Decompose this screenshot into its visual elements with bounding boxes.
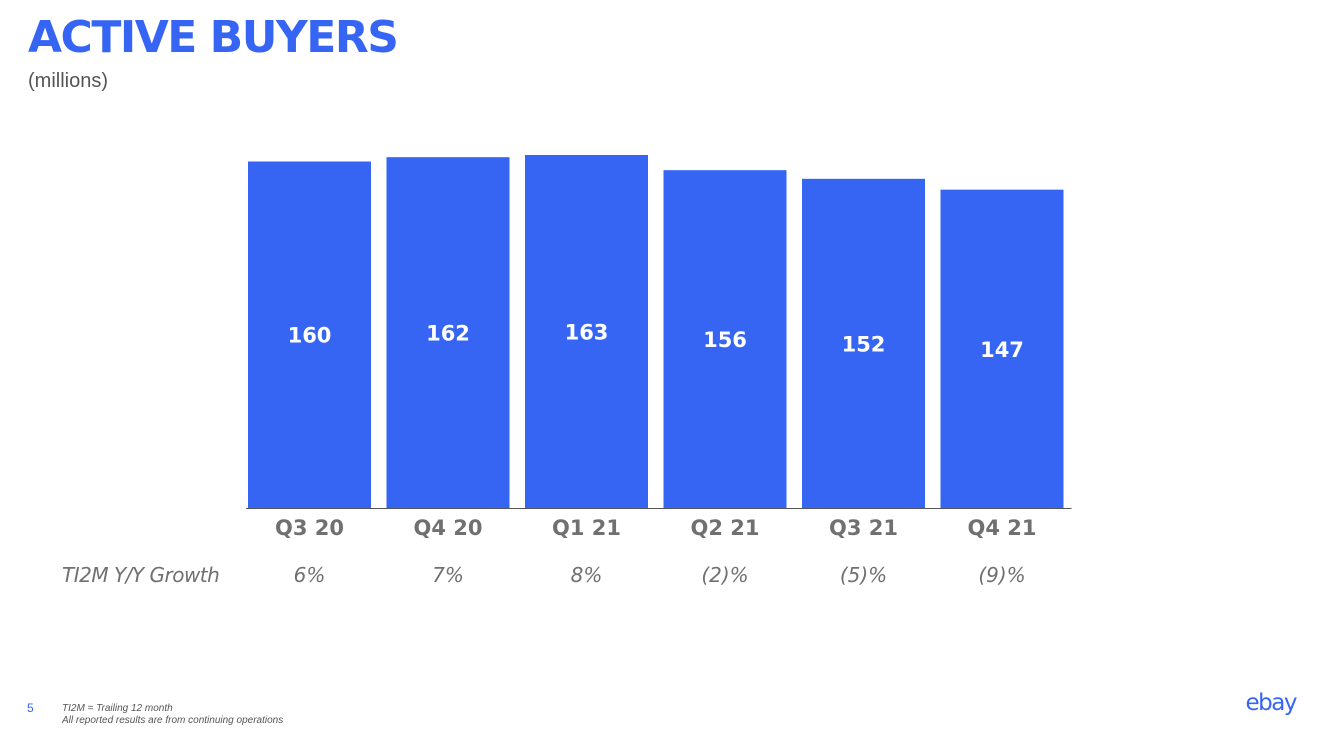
bar [802, 178, 925, 508]
bar-value-label: 152 [842, 332, 886, 356]
growth-value: 7% [432, 563, 464, 587]
ebay-logo: ebay [1245, 690, 1298, 716]
bar [940, 189, 1064, 508]
page-number: 5 [27, 701, 34, 715]
bar-value-label: 156 [703, 328, 747, 352]
x-tick-label: Q3 21 [829, 516, 898, 540]
x-tick-label: Q2 21 [691, 516, 760, 540]
bar-value-label: 160 [288, 324, 332, 348]
growth-row-label: TI2M Y/Y Growth [62, 563, 220, 587]
footnote-1: TI2M = Trailing 12 month [62, 703, 173, 714]
bar [248, 161, 371, 508]
growth-value: (9)% [978, 563, 1025, 587]
growth-value: 6% [294, 563, 326, 587]
bar [386, 157, 510, 508]
bar-value-label: 147 [980, 338, 1024, 362]
x-tick-label: Q4 20 [414, 516, 483, 540]
growth-value: (5)% [840, 563, 887, 587]
bar [663, 170, 787, 508]
bar-value-label: 163 [565, 321, 609, 345]
page-title: ACTIVE BUYERS [28, 12, 399, 63]
growth-value: 8% [571, 563, 603, 587]
x-tick-label: Q3 20 [275, 516, 344, 540]
bar-value-label: 162 [426, 322, 470, 346]
footnotes: TI2M = Trailing 12 month All reported re… [62, 703, 283, 727]
growth-value: (2)% [701, 563, 748, 587]
bar [525, 155, 648, 508]
footnote-2: All reported results are from continuing… [62, 715, 284, 726]
x-tick-label: Q1 21 [552, 516, 621, 540]
units-subtitle: (millions) [28, 70, 108, 92]
x-tick-label: Q4 21 [968, 516, 1037, 540]
